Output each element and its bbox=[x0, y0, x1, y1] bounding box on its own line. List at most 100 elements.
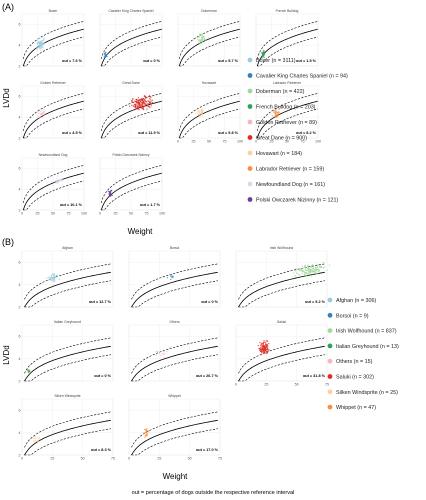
data-point bbox=[308, 267, 310, 270]
data-point bbox=[202, 110, 204, 112]
data-point bbox=[295, 270, 297, 272]
data-point bbox=[264, 341, 267, 344]
data-point bbox=[129, 105, 131, 107]
data-point bbox=[47, 276, 50, 279]
data-point bbox=[132, 97, 134, 100]
facet-title: Golden Retriever bbox=[40, 81, 67, 85]
reference-mean-line bbox=[131, 419, 218, 456]
reference-mean-line bbox=[22, 172, 84, 211]
facet-title: Cavalier King Charles Spaniel bbox=[108, 9, 153, 13]
data-point bbox=[147, 100, 149, 102]
data-point bbox=[260, 349, 263, 351]
data-point bbox=[60, 179, 62, 182]
data-point bbox=[275, 116, 277, 118]
data-point bbox=[263, 54, 265, 56]
facet-plot-area bbox=[128, 324, 221, 382]
data-point bbox=[261, 57, 263, 59]
data-point bbox=[147, 429, 149, 432]
reference-lower-line bbox=[23, 36, 84, 67]
facet-title: Labrador Retriever bbox=[273, 81, 302, 85]
data-point bbox=[56, 275, 59, 278]
data-point bbox=[146, 100, 148, 103]
data-point bbox=[146, 432, 148, 434]
data-point bbox=[265, 348, 267, 351]
data-point bbox=[52, 278, 54, 280]
data-point bbox=[163, 356, 165, 358]
out-percentage-label: out = 26.7 % bbox=[196, 374, 219, 378]
x-tick-label: 100 bbox=[159, 212, 165, 216]
data-point bbox=[275, 110, 277, 113]
reference-lower-line bbox=[101, 108, 162, 139]
data-point bbox=[199, 43, 201, 45]
data-point bbox=[316, 263, 318, 265]
data-point bbox=[261, 56, 263, 58]
data-point bbox=[52, 281, 54, 283]
data-point bbox=[33, 440, 35, 443]
data-point bbox=[38, 436, 40, 438]
data-point bbox=[278, 111, 280, 114]
data-point bbox=[196, 110, 199, 113]
data-point bbox=[303, 273, 305, 276]
legend-item: Cavalier King Charles Spaniel (n = 94) bbox=[256, 74, 348, 80]
data-point bbox=[276, 115, 279, 118]
data-point bbox=[169, 346, 171, 348]
x-axis-label: Weight bbox=[163, 472, 189, 481]
data-point bbox=[135, 98, 137, 101]
data-point bbox=[261, 347, 264, 349]
data-point bbox=[107, 190, 110, 192]
data-point bbox=[105, 51, 107, 54]
legend-item: Hovawart (n = 184) bbox=[256, 151, 302, 157]
data-point bbox=[316, 265, 319, 267]
data-point bbox=[259, 341, 261, 344]
data-point bbox=[49, 277, 51, 279]
data-point bbox=[37, 439, 39, 442]
out-percentage-label: out = 0 % bbox=[94, 374, 111, 378]
data-point bbox=[136, 106, 139, 108]
data-point bbox=[132, 99, 134, 101]
data-point bbox=[110, 189, 113, 192]
data-point bbox=[145, 97, 147, 99]
data-point bbox=[262, 50, 265, 52]
data-point bbox=[322, 261, 324, 264]
data-point bbox=[104, 54, 107, 56]
reference-mean-line bbox=[24, 271, 111, 308]
legend-swatch bbox=[327, 328, 333, 333]
data-point bbox=[264, 348, 266, 350]
data-point bbox=[293, 272, 295, 274]
data-point bbox=[131, 101, 133, 103]
data-point bbox=[27, 370, 29, 373]
facet-newfoundland-dog: Newfoundland Dog 2 4 6 0 25 50 75 100 out = 10.1 … bbox=[19, 153, 88, 216]
data-point bbox=[43, 109, 45, 111]
data-point bbox=[305, 271, 308, 274]
data-point bbox=[52, 273, 54, 276]
data-point bbox=[260, 347, 262, 349]
reference-mean-line bbox=[256, 28, 318, 67]
reference-lower-line bbox=[24, 280, 111, 308]
reference-upper-line bbox=[256, 21, 318, 60]
data-point bbox=[148, 95, 151, 97]
x-tick-label: 75 bbox=[301, 140, 305, 144]
data-point bbox=[39, 47, 41, 49]
reference-mean-line bbox=[131, 345, 218, 382]
data-point bbox=[324, 266, 326, 268]
data-point bbox=[322, 267, 324, 269]
legend-swatch bbox=[247, 119, 253, 125]
data-point bbox=[201, 111, 204, 114]
data-point bbox=[262, 55, 265, 58]
panel-tag: (A) bbox=[2, 2, 14, 12]
data-point bbox=[162, 353, 165, 355]
legend-swatch bbox=[247, 197, 253, 202]
facet-plot-area bbox=[21, 398, 114, 456]
data-point bbox=[144, 99, 146, 101]
facet-great-dane: Great Dane out = 11.9 % bbox=[99, 81, 163, 139]
data-point bbox=[144, 428, 146, 431]
data-point bbox=[274, 110, 276, 112]
data-point bbox=[54, 279, 56, 281]
legend-item: Afghan (n = 306) bbox=[336, 298, 377, 304]
data-point bbox=[52, 279, 54, 281]
data-point bbox=[142, 97, 145, 100]
data-point bbox=[202, 35, 204, 37]
reference-lower-line bbox=[131, 354, 218, 382]
data-point bbox=[276, 113, 278, 115]
data-point bbox=[306, 267, 308, 270]
